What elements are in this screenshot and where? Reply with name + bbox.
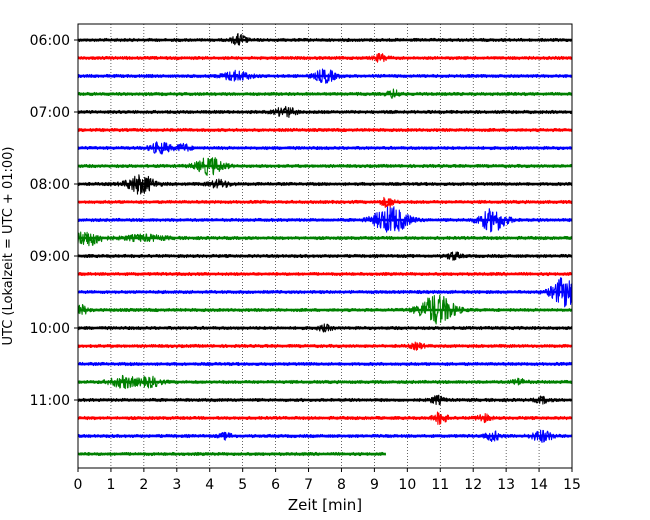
y-tick-label: 07:00 bbox=[30, 105, 70, 121]
x-tick-label: 1 bbox=[106, 477, 115, 493]
y-axis-ticks: 06:00 07:00 08:00 09:00 10:00 11:00 bbox=[30, 33, 78, 409]
x-tick-label: 15 bbox=[563, 477, 581, 493]
x-axis-label: Zeit [min] bbox=[288, 496, 362, 514]
x-tick-label: 7 bbox=[304, 477, 313, 493]
x-tick-label: 6 bbox=[271, 477, 280, 493]
x-tick-label: 8 bbox=[337, 477, 346, 493]
x-tick-label: 10 bbox=[398, 477, 416, 493]
x-axis-ticks: 0 1 2 3 4 5 6 7 8 9 10 11 12 13 14 15 bbox=[74, 468, 581, 493]
x-tick-label: 12 bbox=[464, 477, 482, 493]
x-tick-label: 0 bbox=[74, 477, 83, 493]
y-tick-label: 09:00 bbox=[30, 249, 70, 265]
plot-area bbox=[78, 24, 572, 468]
traces bbox=[77, 33, 573, 457]
x-tick-label: 13 bbox=[497, 477, 515, 493]
y-tick-label: 11:00 bbox=[30, 393, 70, 409]
x-tick-label: 3 bbox=[172, 477, 181, 493]
x-tick-label: 4 bbox=[205, 477, 214, 493]
x-tick-label: 5 bbox=[238, 477, 247, 493]
y-tick-label: 10:00 bbox=[30, 321, 70, 337]
y-axis-label: UTC (Lokalzeit = UTC + 01:00) bbox=[1, 147, 16, 346]
x-tick-label: 2 bbox=[139, 477, 148, 493]
x-tick-label: 9 bbox=[370, 477, 379, 493]
grid bbox=[110, 24, 540, 468]
x-tick-label: 11 bbox=[431, 477, 449, 493]
plot-frame bbox=[77, 23, 573, 469]
y-tick-label: 06:00 bbox=[30, 33, 70, 49]
y-tick-label: 08:00 bbox=[30, 177, 70, 193]
x-tick-label: 14 bbox=[530, 477, 548, 493]
